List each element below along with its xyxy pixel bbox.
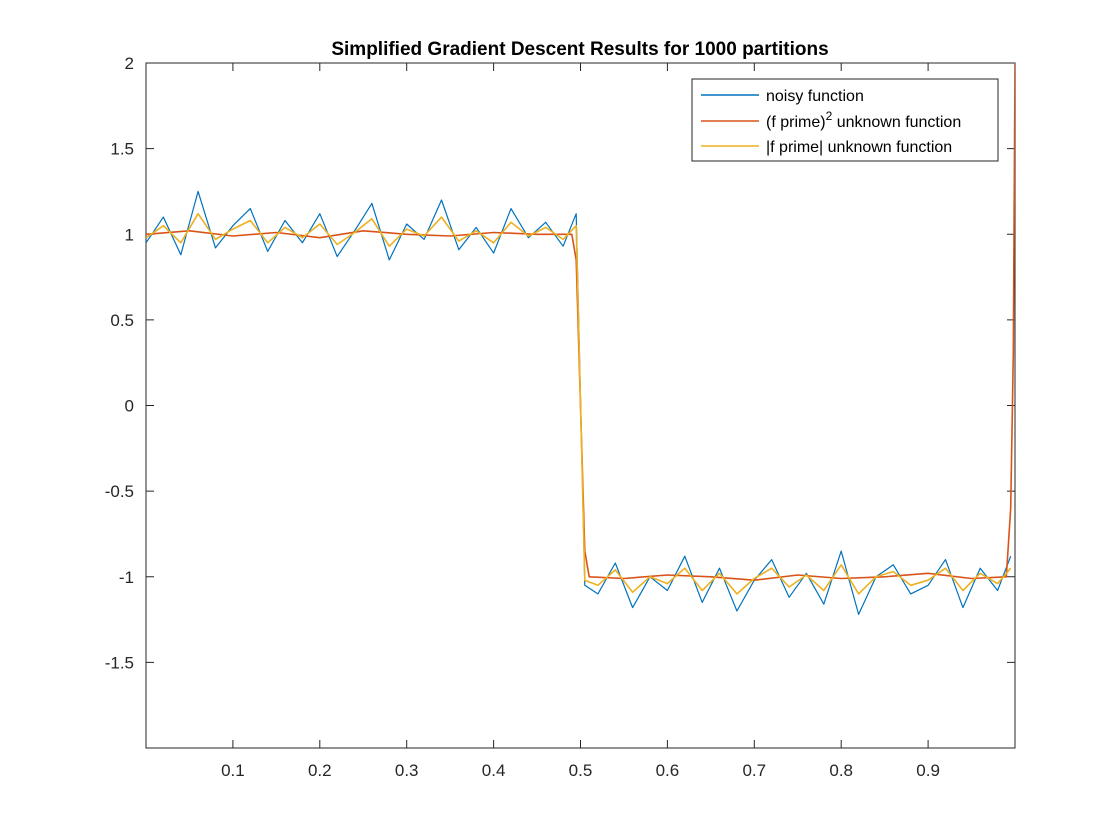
x-tick-label: 0.9 (916, 761, 940, 780)
legend: noisy function (f prime)2 unknown functio… (691, 78, 999, 162)
x-tick-label: 0.2 (308, 761, 332, 780)
x-tick-label: 0.7 (742, 761, 766, 780)
legend-box (691, 78, 999, 162)
x-tick-label: 0.5 (569, 761, 593, 780)
y-tick-label: 0 (125, 397, 134, 416)
plot-area: 0.1 0.2 0.3 0.4 0.5 0.6 0.7 0.8 0.9 -1.5 -1 -0.5 0 0.… (105, 54, 1016, 780)
series-line-3 (146, 212, 1012, 595)
y-tick-label: 0.5 (110, 311, 134, 330)
legend-label-3: |f prime| unknown function (766, 139, 952, 156)
y-tick-label: -1 (119, 568, 134, 587)
y-tick-label: 1.5 (110, 140, 134, 159)
x-tick-label: 0.8 (829, 761, 853, 780)
y-tick-label: 1 (125, 225, 134, 244)
x-tick-label: 0.3 (395, 761, 419, 780)
x-tick-label: 0.1 (221, 761, 245, 780)
series-line-2 (146, 63, 1015, 582)
chart-title: Simplified Gradient Descent Results for … (331, 39, 828, 60)
x-tick-label: 0.6 (656, 761, 680, 780)
y-tick-label: -0.5 (105, 482, 134, 501)
legend-label-2: (f prime)2 unknown function (766, 109, 961, 131)
y-tick-label: 2 (125, 54, 134, 73)
x-tick-label: 0.4 (482, 761, 506, 780)
y-tick-label: -1.5 (105, 653, 134, 672)
legend-label-1: noisy function (766, 88, 864, 105)
series-group (146, 63, 1015, 616)
